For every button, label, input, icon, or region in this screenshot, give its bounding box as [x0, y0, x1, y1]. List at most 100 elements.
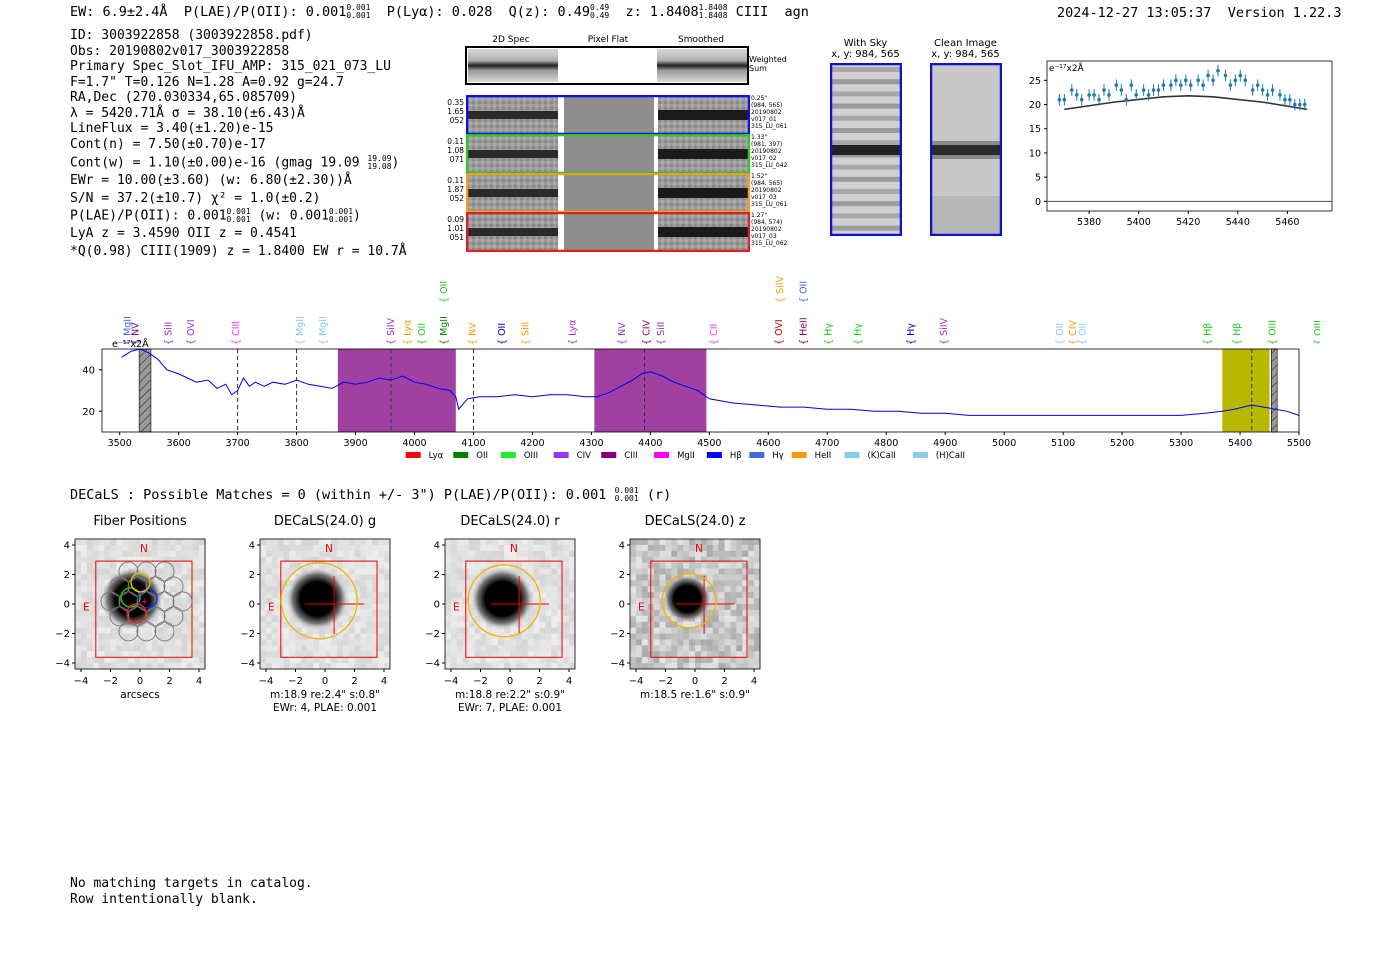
spectrum-shaded-region — [1222, 349, 1270, 432]
svg-text:{ SiII: { SiII — [164, 322, 175, 345]
spectrum-line-label: { Lyα — [402, 320, 413, 345]
cutout-row-left-stats: 0.11 1.87 052 — [447, 176, 464, 203]
decals-ytick-label: 2 — [434, 570, 440, 581]
decals-panel: DECaLS(24.0) z N E 4 2 0 −2 −4 −4 −2 0 2 4 m:18.5 re:… — [605, 512, 795, 727]
decals-source-blob — [663, 574, 712, 623]
legend-swatch — [844, 452, 860, 458]
decals-ytick-label: −4 — [425, 659, 440, 670]
legend-swatch — [912, 452, 928, 458]
fit-point — [1201, 83, 1205, 87]
spectrum-hatched-region — [1270, 348, 1278, 433]
decals-panel-caption-2: EWr: 7, PLAE: 0.001 — [457, 702, 563, 714]
svg-text:{ CIII: { CIII — [231, 321, 242, 345]
decals-panel-caption: m:18.9 re:2.4" s:0.8" — [270, 689, 380, 701]
fit-point — [1161, 83, 1166, 87]
decals-xtick-label: −4 — [629, 676, 644, 687]
fiber-circle — [154, 591, 175, 612]
svg-text:{ Hγ: { Hγ — [906, 323, 917, 345]
fit-ytick-label: 10 — [1029, 148, 1041, 159]
decals-ytick-label: −2 — [425, 629, 440, 640]
spectrum-upper-line-label: { OII — [439, 281, 450, 303]
decals-source-blob — [101, 567, 164, 630]
fit-point — [1062, 97, 1067, 102]
legend-label: Hγ — [772, 451, 783, 461]
decals-ytick-label: 4 — [434, 541, 440, 552]
decals-ytick-label: −4 — [240, 659, 255, 670]
legend-label: CIII — [624, 451, 637, 461]
fiber-circle — [118, 561, 139, 582]
fit-point — [1174, 78, 1178, 83]
header-class: agn — [784, 4, 809, 20]
decals-panel-title: DECaLS(24.0) z — [644, 514, 746, 529]
decals-header: DECaLS : Possible Matches = 0 (within +/… — [70, 486, 672, 503]
spectrum-line-label: { NV — [467, 322, 478, 345]
info-contn: Cont(n) = 7.50(±0.70)e-17 — [70, 136, 266, 152]
decals-xtick-label: −4 — [74, 676, 89, 687]
cutout-row-left-stats: 0.11 1.08 071 — [447, 137, 464, 164]
spectrum-xtick-label: 4600 — [756, 438, 780, 449]
fiber-circle — [136, 621, 157, 642]
svg-text:{ CIV: { CIV — [641, 320, 652, 345]
decals-ytick-label: −2 — [240, 629, 255, 640]
decals-panel-caption-2: EWr: 4, PLAE: 0.001 — [272, 702, 378, 714]
decals-ytick-label: 4 — [249, 541, 255, 552]
header-qz: Q(z): 0.49 — [508, 4, 590, 20]
spectrum-xtick-label: 4800 — [874, 438, 898, 449]
decals-ytick-label: −2 — [55, 629, 70, 640]
spectrum-xtick-label: 4400 — [638, 438, 662, 449]
info-plae: P(LAE)/P(OII): 0.001 0.001 0.001 (w: 0.001… — [70, 207, 361, 224]
fiber-circle — [136, 561, 157, 582]
svg-text:{ OVI: { OVI — [774, 319, 785, 345]
fit-ytick-label: 0 — [1035, 197, 1041, 208]
cutout-row-image — [466, 134, 750, 174]
fit-point — [1151, 88, 1156, 92]
svg-text:{ OVI: { OVI — [186, 319, 197, 345]
spectrum-line-label: { OVI — [774, 319, 785, 345]
spectrum-xtick-label: 5300 — [1169, 438, 1193, 449]
decals-ytick-label: 0 — [434, 600, 440, 611]
spectrum-line-label: { MgII — [439, 316, 450, 345]
info-lya: LyA z = 3.4590 OII z = 0.4541 — [70, 226, 297, 241]
legend-swatch — [706, 452, 722, 458]
fit-point — [1102, 88, 1106, 92]
legend-swatch — [749, 452, 765, 458]
line-fit-chart: 0 5 10 15 20 25 5380 5400 5420 5440 5460 e⁻¹⁷x2Å — [1029, 60, 1333, 228]
fiber-highlight-red — [126, 603, 147, 624]
spectrum-xtick-label: 5400 — [1228, 438, 1252, 449]
decals-xtick-label: −4 — [259, 676, 274, 687]
cutout-row-right-info: 1.27" (984, 574) 20190802 v017_03 315_LU_062 — [751, 212, 788, 247]
spectrum-xtick-label: 5500 — [1287, 438, 1311, 449]
decals-xtick-label: 4 — [196, 676, 202, 687]
timestamp: 2024-12-27 13:05:37 — [1057, 5, 1212, 21]
spectrum-line-label: { OVI — [186, 319, 197, 345]
cutout-row-image — [466, 212, 750, 252]
svg-text:{ Hγ: { Hγ — [853, 323, 864, 345]
decals-panel: DECaLS(24.0) g N E 4 2 0 −2 −4 −4 −2 0 2 4 m:18.9 re:… — [235, 512, 425, 727]
decals-xtick-label: 2 — [721, 676, 727, 687]
spectrum-shaded-region — [337, 349, 456, 432]
info-radec: RA,Dec (270.030334,65.085709) — [70, 90, 297, 105]
svg-text:{ Lyα: { Lyα — [568, 320, 579, 345]
legend-swatch — [500, 452, 516, 458]
decals-ytick-label: 2 — [249, 570, 255, 581]
decals-panel-caption: arcsecs — [120, 689, 160, 701]
svg-text:{ OII: { OII — [1078, 323, 1089, 345]
decals-ytick-label: 0 — [64, 600, 70, 611]
fit-point — [1169, 83, 1173, 87]
north-label: N — [325, 543, 333, 555]
svg-text:{ NV: { NV — [467, 322, 478, 345]
fiber-circle — [109, 576, 130, 597]
decals-ytick-label: 2 — [619, 570, 625, 581]
fit-point — [1293, 102, 1297, 107]
spectrum-line-label: { MgII — [295, 316, 306, 345]
decals-aperture-box — [280, 560, 378, 658]
cutout-row-left-stats: 0.35 1.65 052 — [447, 98, 464, 125]
fit-point — [1179, 83, 1183, 87]
spectrum-line-label: { NV — [131, 322, 142, 345]
fiber-circle — [145, 576, 166, 597]
fit-point — [1196, 78, 1200, 83]
with-sky-title: With Sky x, y: 984, 565 — [831, 38, 900, 60]
legend-label: (H)CaII — [936, 451, 965, 461]
fiber-circle — [163, 606, 184, 627]
spectrum-line-label: { OII — [1055, 323, 1066, 345]
